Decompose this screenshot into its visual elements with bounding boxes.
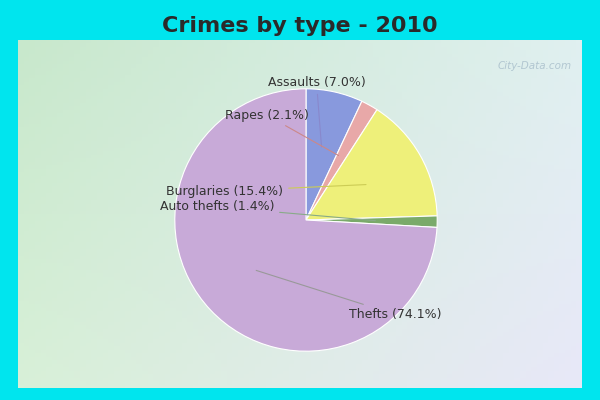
Wedge shape: [306, 110, 437, 220]
Text: Thefts (74.1%): Thefts (74.1%): [256, 270, 442, 321]
Wedge shape: [175, 89, 437, 351]
Text: Burglaries (15.4%): Burglaries (15.4%): [166, 184, 366, 198]
Text: Rapes (2.1%): Rapes (2.1%): [225, 108, 338, 156]
Wedge shape: [306, 216, 437, 228]
Text: Assaults (7.0%): Assaults (7.0%): [268, 76, 365, 147]
Wedge shape: [306, 101, 377, 220]
Text: Crimes by type - 2010: Crimes by type - 2010: [162, 16, 438, 36]
Wedge shape: [306, 89, 362, 220]
Text: City-Data.com: City-Data.com: [498, 61, 572, 71]
Text: Auto thefts (1.4%): Auto thefts (1.4%): [160, 200, 376, 221]
